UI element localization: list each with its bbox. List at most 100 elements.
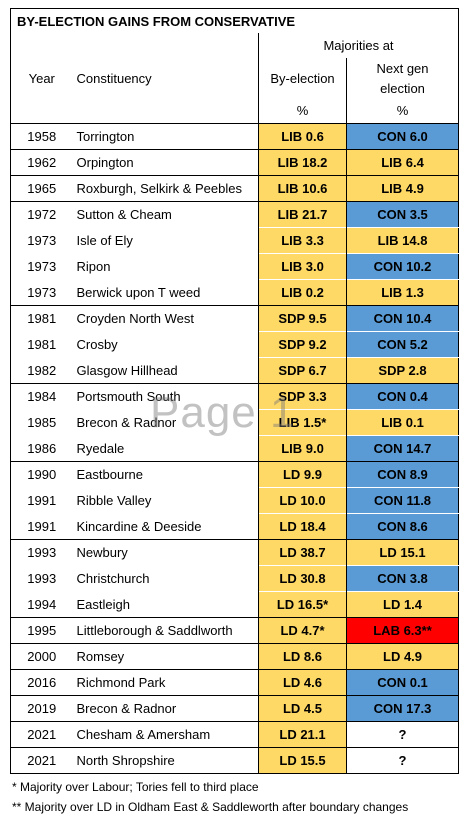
year-cell: 1994: [27, 596, 57, 612]
next-election-majority-cell: LIB 6.4: [345, 149, 459, 176]
next-election-majority-cell: CON 0.1: [345, 669, 459, 696]
by-election-majority-cell: LD 8.6: [258, 643, 347, 670]
year-cell: 1986: [27, 440, 57, 456]
by-election-majority-cell: LD 4.6: [258, 669, 347, 696]
table-row: 1986 Ryedale LIB 9.0 CON 14.7: [11, 435, 459, 462]
table-row: 1982 Glasgow Hillhead SDP 6.7 SDP 2.8: [11, 357, 459, 384]
by-election-majority-cell: LIB 9.0: [258, 435, 347, 462]
next-election-majority-cell: ?: [345, 747, 459, 774]
table-row: 1981 Crosby SDP 9.2 CON 5.2: [11, 331, 459, 358]
next-election-majority-cell: CON 3.5: [345, 201, 459, 228]
year-cell: 2021: [10, 747, 73, 774]
next-election-majority-cell: CON 17.3: [345, 695, 459, 722]
footnote-1: * Majority over Labour; Tories fell to t…: [12, 780, 259, 794]
table-row: 1991 Kincardine & Deeside LD 18.4 CON 8.6: [11, 513, 459, 540]
by-election-majority-cell: LD 4.5: [258, 695, 347, 722]
constituency-cell: Ryedale: [76, 440, 125, 456]
footnote-2: ** Majority over LD in Oldham East & Sad…: [12, 800, 409, 814]
year-cell: 1973: [27, 259, 57, 274]
constituency-cell: Torrington: [72, 123, 259, 150]
by-election-majority-cell: LD 18.4: [258, 513, 347, 540]
constituency-cell: Roxburgh, Selkirk & Peebles: [72, 175, 259, 202]
table-row: 2016 Richmond Park LD 4.6 CON 0.1: [10, 669, 459, 696]
by-election-majority-cell: LD 9.9: [258, 461, 347, 488]
constituency-cell: Orpington: [72, 149, 259, 176]
year-cell: 2021: [10, 721, 73, 748]
table-row: 1990 Eastbourne LD 9.9 CON 8.9: [10, 461, 459, 488]
by-election-majority-cell: LIB 18.2: [258, 149, 347, 176]
page-watermark: Page 1: [150, 388, 296, 437]
by-election-majority-cell: LIB 1.5*: [258, 409, 347, 436]
next-election-majority-cell: CON 3.8: [345, 565, 459, 592]
table-row: 1973 Berwick upon T weed LIB 0.2 LIB 1.3: [11, 279, 459, 306]
next-election-majority-cell: CON 5.2: [345, 331, 459, 358]
next-election-majority-cell: CON 8.6: [345, 513, 459, 540]
next-election-majority-cell: ?: [345, 721, 459, 748]
next-election-majority-cell: CON 10.2: [345, 253, 459, 280]
next-election-majority-cell: CON 14.7: [345, 435, 459, 462]
next-gen-header-line2: election: [345, 78, 459, 98]
by-election-table: BY-ELECTION GAINS FROM CONSERVATIVE Majo…: [10, 8, 460, 774]
constituency-cell: Ribble Valley: [76, 493, 152, 508]
table-row: 1973 Ripon LIB 3.0 CON 10.2: [11, 253, 459, 280]
by-election-majority-cell: LD 30.8: [258, 565, 347, 592]
next-election-majority-cell: CON 6.0: [345, 123, 459, 150]
table-row: 2021 North Shropshire LD 15.5?: [10, 747, 459, 774]
next-election-majority-cell: SDP 2.8: [345, 357, 459, 384]
year-cell: 1984: [10, 383, 73, 410]
constituency-cell: Portsmouth South: [72, 383, 259, 410]
constituency-cell: Littleborough & Saddlworth: [72, 617, 259, 644]
table-row: 1984 Portsmouth South SDP 3.3 CON 0.4: [10, 383, 459, 410]
by-election-majority-cell: LD 10.0: [258, 487, 347, 514]
by-election-majority-cell: LD 38.7: [258, 539, 347, 566]
year-cell: 1962: [10, 149, 73, 176]
next-election-majority-cell: CON 0.4: [345, 383, 459, 410]
table-row: 1981 Croyden North West SDP 9.5 CON 10.4: [10, 305, 459, 332]
next-gen-header-line1: Next gen: [345, 58, 459, 78]
table-row: 1962 Orpington LIB 18.2 LIB 6.4: [10, 149, 459, 176]
table-row: 1972 Sutton & Cheam LIB 21.7 CON 3.5: [10, 201, 459, 228]
constituency-cell: North Shropshire: [72, 747, 259, 774]
constituency-cell: Brecon & Radnor: [72, 695, 259, 722]
constituency-cell: Chesham & Amersham: [72, 721, 259, 748]
constituency-cell: Richmond Park: [72, 669, 259, 696]
year-cell: 1981: [27, 337, 57, 352]
by-election-majority-cell: LIB 0.6: [258, 123, 347, 150]
by-election-majority-cell: LD 4.7*: [258, 617, 347, 644]
table-row: 1991 Ribble Valley LD 10.0 CON 11.8: [11, 487, 459, 514]
year-cell: 1965: [10, 175, 73, 202]
year-cell: 1973: [27, 233, 57, 248]
by-election-majority-cell: LD 16.5*: [258, 591, 347, 618]
by-election-majority-cell: SDP 6.7: [258, 357, 347, 384]
year-cell: 1993: [27, 571, 57, 586]
next-election-majority-cell: LIB 4.9: [345, 175, 459, 202]
next-gen-pct: %: [345, 98, 459, 124]
year-cell: 1993: [10, 539, 73, 566]
year-cell: 1958: [10, 123, 73, 150]
year-header: Year: [28, 70, 55, 86]
constituency-cell: Ripon: [76, 259, 111, 274]
next-election-majority-cell: CON 8.9: [345, 461, 459, 488]
constituency-cell: Berwick upon T weed: [76, 284, 201, 300]
constituency-cell: Crosby: [76, 337, 118, 352]
year-cell: 1982: [27, 362, 57, 378]
next-election-majority-cell: LD 1.4: [345, 591, 459, 618]
next-election-majority-cell: CON 11.8: [345, 487, 459, 514]
constituency-cell: Brecon & Radnor: [76, 415, 177, 430]
table-row: 2021 Chesham & Amersham LD 21.1?: [10, 721, 459, 748]
year-cell: 2019: [10, 695, 73, 722]
next-election-majority-cell: CON 10.4: [345, 305, 459, 332]
constituency-cell: Kincardine & Deeside: [76, 518, 202, 534]
year-cell: 2016: [10, 669, 73, 696]
constituency-cell: Newbury: [72, 539, 259, 566]
by-election-majority-cell: LIB 21.7: [258, 201, 347, 228]
next-election-majority-cell: LIB 1.3: [345, 279, 459, 306]
table-row: 2000 Romsey LD 8.6 LD 4.9: [10, 643, 459, 670]
year-cell: 1985: [27, 415, 57, 430]
constituency-header: Constituency: [76, 70, 152, 86]
constituency-cell: Sutton & Cheam: [72, 201, 259, 228]
year-cell: 1991: [27, 518, 57, 534]
year-cell: 1973: [27, 284, 57, 300]
table-row: 1965 Roxburgh, Selkirk & Peebles LIB 10.6 L…: [10, 175, 459, 202]
table-row: 1973 Isle of Ely LIB 3.3 LIB 14.8: [11, 227, 459, 254]
